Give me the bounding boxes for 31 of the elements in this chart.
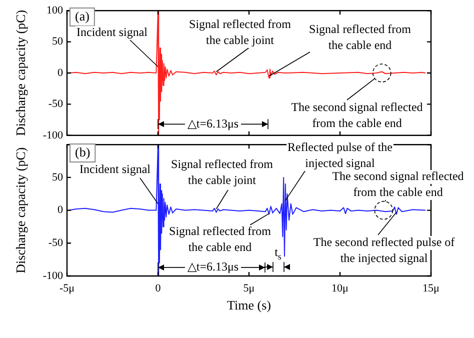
annotation: (b)	[75, 144, 90, 160]
annotation: Signal reflected from the cable joint	[171, 157, 274, 188]
annotation: Incident signal	[80, 162, 152, 176]
y-tick-label: -100	[42, 129, 64, 142]
y-tick-label: 50	[52, 171, 64, 184]
x-tick-label: 10μ	[332, 282, 349, 294]
y-tick-label: -100	[42, 270, 64, 282]
annotation: Signal reflected from the cable end	[309, 22, 412, 52]
annotation: The second reflected pulse of the injected signal	[313, 235, 455, 266]
y-tick-label: 50	[52, 36, 64, 48]
y-axis-title: Discharge capacity (pC)	[13, 147, 28, 274]
annotation: △t=6.13μs	[187, 260, 239, 274]
y-tick-label: 0	[58, 66, 64, 79]
annotation: Signal reflected from the cable joint	[189, 17, 292, 48]
annotation: Reflected pulse of the injected signal	[288, 140, 392, 170]
x-axis-title: Time (s)	[227, 298, 271, 313]
annotation: (a)	[75, 8, 90, 24]
y-tick-label: -50	[48, 237, 64, 250]
y-axis-title: Discharge capacity (pC)	[13, 10, 28, 136]
annotation: Signal reflected from the cable end	[169, 224, 272, 254]
x-tick-label: -5μ	[59, 282, 75, 294]
annotation: The second signal reflected from the cable end	[332, 169, 464, 200]
x-tick-label: 0	[155, 282, 162, 294]
x-tick-label: 5μ	[243, 282, 255, 294]
y-tick-label: 0	[58, 204, 64, 216]
annotation: Incident signal	[76, 25, 148, 40]
annotation: The second signal reflected from the cable end	[291, 100, 423, 130]
x-tick-label: 15μ	[422, 282, 440, 294]
annotation: △t=6.13μs	[187, 116, 239, 130]
y-tick-label: -50	[48, 98, 64, 110]
y-tick-label: 100	[46, 4, 64, 16]
